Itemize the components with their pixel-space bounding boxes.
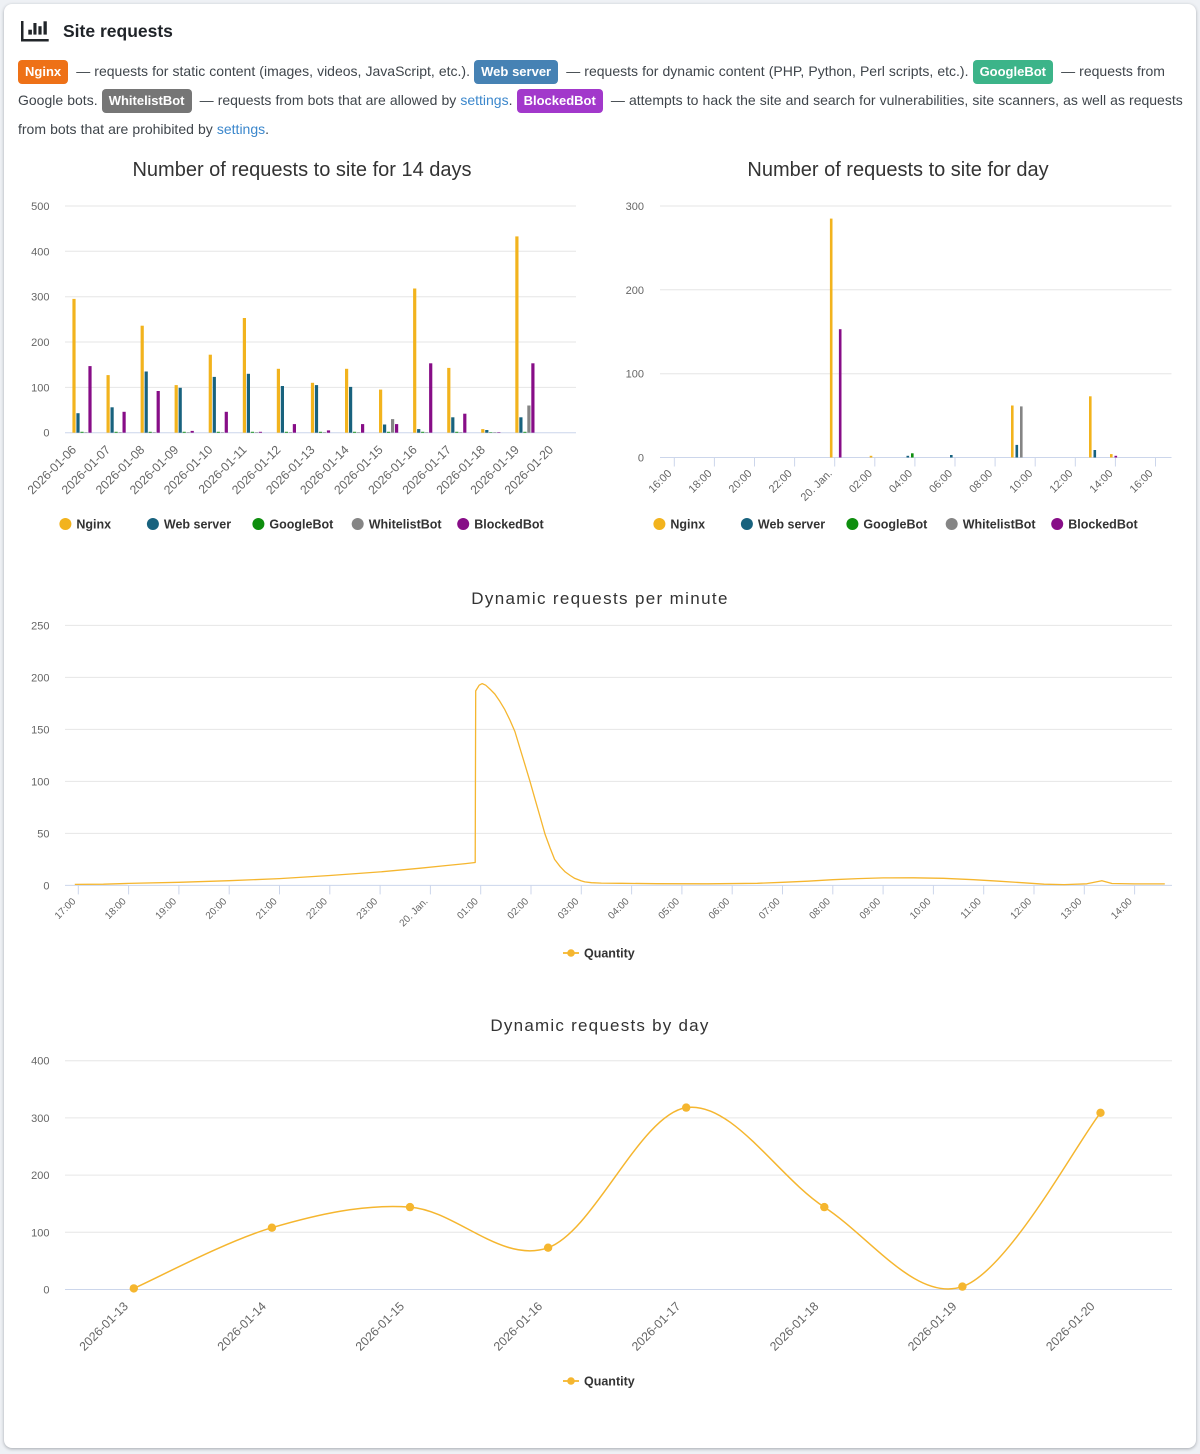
svg-text:Quantity: Quantity [584,1375,635,1389]
svg-text:500: 500 [31,201,49,213]
svg-text:Web server: Web server [164,518,231,532]
svg-text:2026-01-13: 2026-01-13 [77,1299,131,1353]
svg-text:250: 250 [31,620,49,632]
svg-text:100: 100 [31,776,49,788]
svg-text:2026-01-20: 2026-01-20 [1043,1299,1097,1353]
svg-text:BlockedBot: BlockedBot [1068,518,1138,532]
svg-text:0: 0 [43,428,49,440]
svg-text:09:00: 09:00 [858,896,884,922]
svg-text:20. Jan.: 20. Jan. [799,468,835,504]
svg-text:2026-01-19: 2026-01-19 [905,1299,959,1353]
svg-text:07:00: 07:00 [757,896,783,922]
svg-text:BlockedBot: BlockedBot [474,518,544,532]
svg-text:400: 400 [31,246,49,258]
svg-text:GoogleBot: GoogleBot [269,518,334,532]
svg-text:16:00: 16:00 [1128,468,1156,496]
svg-text:400: 400 [31,1056,49,1068]
svg-text:23:00: 23:00 [355,896,381,922]
svg-text:Quantity: Quantity [584,947,635,961]
svg-text:0: 0 [43,1285,49,1297]
svg-text:0: 0 [638,453,644,465]
svg-text:10:00: 10:00 [1007,468,1035,496]
svg-text:06:00: 06:00 [707,896,733,922]
svg-text:Dynamic requests by day: Dynamic requests by day [490,1016,709,1035]
svg-text:150: 150 [31,724,49,736]
svg-text:05:00: 05:00 [657,896,683,922]
svg-text:Nginx: Nginx [670,518,705,532]
svg-text:2026-01-14: 2026-01-14 [215,1299,269,1353]
svg-text:Dynamic requests per minute: Dynamic requests per minute [471,589,729,608]
svg-text:20:00: 20:00 [204,896,230,922]
svg-text:2026-01-16: 2026-01-16 [491,1299,545,1353]
svg-text:06:00: 06:00 [927,468,955,496]
svg-text:10:00: 10:00 [908,896,934,922]
svg-text:200: 200 [31,672,49,684]
svg-text:04:00: 04:00 [887,468,915,496]
svg-text:100: 100 [31,382,49,394]
svg-text:0: 0 [43,880,49,892]
svg-text:300: 300 [31,1113,49,1125]
svg-text:Number of requests to site for: Number of requests to site for 14 days [132,159,471,181]
svg-text:03:00: 03:00 [556,896,582,922]
svg-text:2026-01-18: 2026-01-18 [767,1299,821,1353]
svg-text:11:00: 11:00 [959,896,984,921]
svg-text:17:00: 17:00 [53,896,79,922]
svg-text:02:00: 02:00 [847,468,875,496]
svg-text:22:00: 22:00 [767,468,795,496]
svg-text:300: 300 [626,201,644,213]
svg-text:14:00: 14:00 [1088,468,1116,496]
svg-text:01:00: 01:00 [455,896,481,922]
svg-text:04:00: 04:00 [606,896,632,922]
svg-text:12:00: 12:00 [1009,896,1035,922]
svg-text:100: 100 [31,1227,49,1239]
svg-text:2026-01-15: 2026-01-15 [353,1299,407,1353]
svg-text:200: 200 [626,285,644,297]
svg-text:22:00: 22:00 [304,896,330,922]
svg-text:18:00: 18:00 [687,468,715,496]
svg-text:WhitelistBot: WhitelistBot [963,518,1037,532]
svg-text:Nginx: Nginx [76,518,111,532]
svg-text:20. Jan.: 20. Jan. [398,896,431,929]
svg-text:13:00: 13:00 [1059,896,1085,922]
svg-text:Web server: Web server [758,518,825,532]
svg-text:08:00: 08:00 [807,896,833,922]
svg-text:20:00: 20:00 [727,468,755,496]
svg-text:300: 300 [31,292,49,304]
svg-text:100: 100 [626,369,644,381]
svg-text:50: 50 [37,828,49,840]
svg-text:18:00: 18:00 [103,896,129,922]
svg-text:12:00: 12:00 [1047,468,1075,496]
svg-text:WhitelistBot: WhitelistBot [369,518,443,532]
svg-text:GoogleBot: GoogleBot [863,518,928,532]
svg-text:02:00: 02:00 [506,896,532,922]
svg-text:08:00: 08:00 [967,468,995,496]
svg-text:Number of requests to site for: Number of requests to site for day [747,159,1048,181]
svg-text:200: 200 [31,1170,49,1182]
svg-text:14:00: 14:00 [1109,896,1135,922]
svg-text:21:00: 21:00 [254,896,280,922]
svg-text:16:00: 16:00 [646,468,674,496]
svg-text:2026-01-17: 2026-01-17 [629,1299,683,1353]
svg-text:200: 200 [31,337,49,349]
svg-text:19:00: 19:00 [154,896,180,922]
